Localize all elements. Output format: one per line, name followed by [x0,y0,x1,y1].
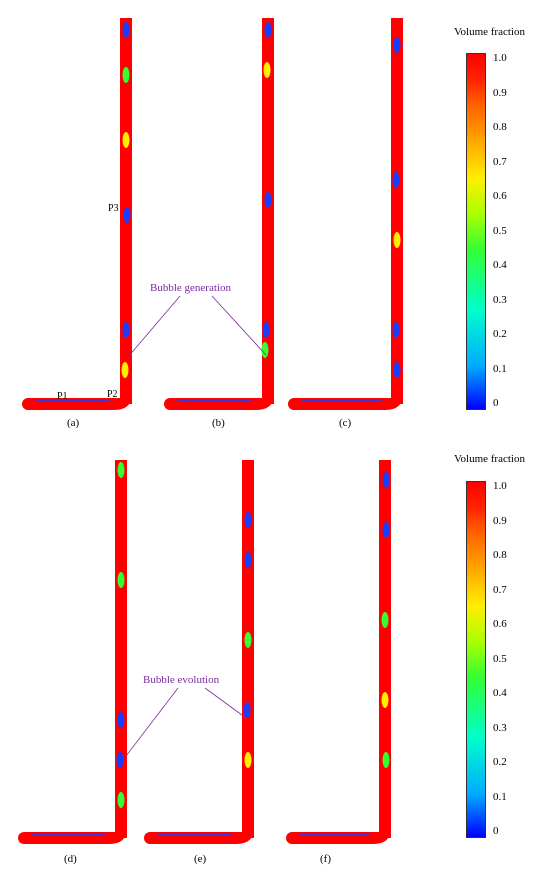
bubble [122,22,130,38]
bubble [263,62,271,78]
colorbar-tick: 0.8 [493,121,507,133]
annotation-line [127,295,181,358]
bubble [243,702,251,718]
colorbar-tick: 0.3 [493,721,507,734]
bubble [262,322,270,338]
pipe-d-gas-layer [32,833,105,836]
panel-label-c: (c) [339,417,352,429]
pipe-f-elbow [292,828,391,844]
bubble [264,22,272,38]
panel-label-b: (b) [212,417,225,429]
colorbar-top [466,53,486,410]
bubble [117,712,125,728]
bubble [122,67,130,83]
pipe-c-end [288,398,300,410]
pipe-a-gas-layer [36,399,110,402]
bubble [117,792,125,808]
colorbar-tick: 0.9 [493,514,507,527]
bubble [244,512,252,528]
colorbar-tick: 0.5 [493,224,507,237]
bubble [122,132,130,148]
pipe-e-elbow [150,828,254,844]
colorbar-tick: 0.7 [493,583,507,596]
panel-label-e: (e) [194,853,207,865]
pipe-e-gas-layer [158,833,232,836]
point-label-p1: P1 [57,391,68,402]
bubble [392,322,400,338]
colorbar-tick: 0.3 [493,293,507,306]
pipe-f-gas-layer [300,833,369,836]
colorbar-title-top: Volume fraction [454,26,525,38]
bubble [393,232,401,248]
colorbar-tick: 0.6 [493,190,507,202]
pipe-d-vertical [115,460,127,838]
pipe-e-end [144,832,156,844]
bubble [392,172,400,188]
colorbar-tick: 1.0 [493,52,507,64]
colorbar-tick: 0.6 [493,618,507,630]
bubble [264,192,272,208]
pipe-e-vertical [242,460,254,838]
pipe-b-elbow [170,394,274,410]
bubble [382,472,390,488]
bubble [382,522,390,538]
bubble [393,37,401,53]
bubble [393,362,401,378]
bubble [117,572,125,588]
colorbar-tick: 1.0 [493,480,507,492]
point-label-p2: P2 [107,389,118,400]
bubble [116,752,124,768]
pipe-c-elbow [294,394,403,410]
panel-label-f: (f) [320,853,331,865]
colorbar-tick: 0.2 [493,756,507,768]
pipe-b-vertical [262,18,274,404]
colorbar-tick: 0.4 [493,259,507,271]
bubble [382,752,390,768]
colorbar-tick: 0.7 [493,155,507,168]
colorbar-tick: 0.5 [493,652,507,665]
bubble [122,322,130,338]
panel-label-d: (d) [64,853,77,865]
pipe-a-elbow [28,394,132,410]
point-label-p3: P3 [108,203,119,214]
colorbar-tick: 0.9 [493,86,507,99]
bubble [381,692,389,708]
colorbar-bottom [466,481,486,838]
colorbar-tick: 0 [493,397,499,409]
annotation-bubble-evolution: Bubble evolution [143,674,220,686]
annotation-line [204,687,247,719]
pipe-f-end [286,832,298,844]
colorbar-tick: 0.1 [493,790,507,803]
bubble [244,752,252,768]
bubble [117,462,125,478]
bubble [244,632,252,648]
pipe-c-gas-layer [302,399,381,402]
pipe-b-gas-layer [178,399,252,402]
panel-label-a: (a) [67,417,80,429]
bubble [244,552,252,568]
colorbar-tick: 0 [493,825,499,837]
pipe-c-vertical [391,18,403,404]
colorbar-tick: 0.4 [493,687,507,699]
bubble [121,362,129,378]
bubble [123,207,131,223]
colorbar-tick: 0.1 [493,362,507,375]
pipe-b-end [164,398,176,410]
annotation-bubble-generation: Bubble generation [150,282,231,294]
pipe-d-end [18,832,30,844]
bubble [261,342,269,358]
colorbar-tick: 0.2 [493,328,507,340]
pipe-f-vertical [379,460,391,838]
bubble [381,612,389,628]
pipe-a-end [22,398,34,410]
colorbar-title-bottom: Volume fraction [454,453,525,465]
annotation-line [211,295,267,356]
annotation-line [122,687,179,761]
pipe-d-elbow [24,828,127,844]
colorbar-tick: 0.8 [493,549,507,561]
